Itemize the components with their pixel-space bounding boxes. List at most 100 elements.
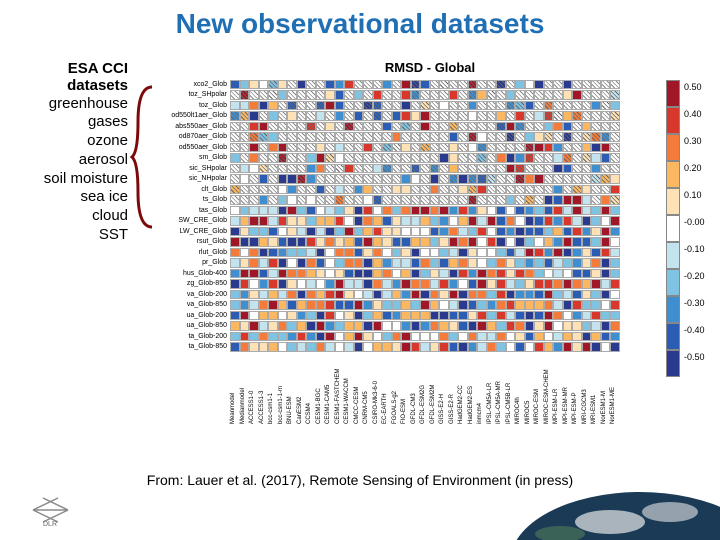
heatmap-cell: [249, 342, 259, 352]
heatmap-cell: [506, 321, 516, 331]
heatmap-cell: [553, 279, 563, 289]
heatmap-cell: [344, 206, 354, 216]
heatmap-cell: [411, 80, 421, 90]
heatmap-cell: [325, 248, 335, 258]
heatmap-cell: [525, 111, 535, 121]
col-label: CESM1-CAM5: [325, 354, 335, 424]
row-label: hus_Glob-400: [165, 270, 230, 277]
heatmap-cell: [287, 321, 297, 331]
row-label: va_Glob-850: [165, 301, 230, 308]
heatmap-cell: [287, 332, 297, 342]
heatmap-cell: [344, 101, 354, 111]
heatmap-cell: [249, 258, 259, 268]
heatmap-cell: [449, 90, 459, 100]
heatmap-cell: [525, 269, 535, 279]
heatmap-cell: [287, 206, 297, 216]
row-label: rlut_Glob: [165, 249, 230, 256]
heatmap-cell: [610, 122, 620, 132]
heatmap-cell: [392, 290, 402, 300]
heatmap-cell: [325, 321, 335, 331]
heatmap-cell: [525, 185, 535, 195]
heatmap-row: abs550aer_Glob: [165, 121, 630, 132]
heatmap-cell: [382, 80, 392, 90]
heatmap-cell: [268, 122, 278, 132]
heatmap-cell: [610, 195, 620, 205]
heatmap-cell: [430, 111, 440, 121]
heatmap-cell: [487, 90, 497, 100]
heatmap-cell: [468, 216, 478, 226]
heatmap-cell: [553, 290, 563, 300]
heatmap-cell: [411, 321, 421, 331]
heatmap-cell: [458, 269, 468, 279]
heatmap-cell: [439, 153, 449, 163]
heatmap-cell: [496, 122, 506, 132]
heatmap-cell: [458, 111, 468, 121]
heatmap-cell: [458, 90, 468, 100]
heatmap-cell: [363, 216, 373, 226]
heatmap-cell: [344, 300, 354, 310]
heatmap-cell: [515, 174, 525, 184]
heatmap-cell: [601, 132, 611, 142]
heatmap-cell: [382, 143, 392, 153]
heatmap-cell: [373, 311, 383, 321]
heatmap-cell: [373, 300, 383, 310]
row-label: od870aer_Glob: [165, 133, 230, 140]
row-label: abs550aer_Glob: [165, 123, 230, 130]
heatmap-cell: [563, 300, 573, 310]
heatmap-cell: [572, 80, 582, 90]
heatmap-cell: [477, 300, 487, 310]
heatmap-cell: [411, 101, 421, 111]
heatmap-cell: [325, 90, 335, 100]
col-label: bcc-csm1-1: [268, 354, 278, 424]
heatmap-cell: [230, 111, 240, 121]
heatmap-cell: [506, 248, 516, 258]
heatmap-cell: [496, 101, 506, 111]
heatmap-cell: [458, 143, 468, 153]
heatmap-cell: [496, 237, 506, 247]
heatmap-cell: [325, 195, 335, 205]
heatmap-cell: [468, 290, 478, 300]
heatmap-cell: [411, 174, 421, 184]
heatmap-cell: [449, 248, 459, 258]
heatmap-cell: [496, 153, 506, 163]
heatmap-cell: [325, 237, 335, 247]
heatmap-cell: [278, 237, 288, 247]
heatmap-cell: [563, 216, 573, 226]
heatmap-cell: [325, 227, 335, 237]
heatmap-cell: [335, 321, 345, 331]
heatmap-cell: [506, 342, 516, 352]
heatmap-cell: [487, 311, 497, 321]
heatmap-cell: [610, 269, 620, 279]
heatmap-cell: [268, 216, 278, 226]
heatmap-cell: [420, 195, 430, 205]
heatmap-cell: [430, 311, 440, 321]
heatmap-cell: [268, 290, 278, 300]
heatmap-cell: [230, 80, 240, 90]
heatmap-cell: [278, 227, 288, 237]
heatmap-cell: [325, 80, 335, 90]
heatmap-cell: [487, 80, 497, 90]
heatmap-cell: [354, 237, 364, 247]
colorbar-tick: -0.20: [684, 263, 705, 290]
heatmap-cell: [515, 111, 525, 121]
heatmap-cell: [411, 258, 421, 268]
heatmap-cell: [306, 174, 316, 184]
heatmap-cell: [582, 195, 592, 205]
heatmap-cell: [430, 237, 440, 247]
heatmap-cell: [468, 195, 478, 205]
heatmap-cell: [430, 321, 440, 331]
heatmap-cell: [430, 279, 440, 289]
heatmap-cell: [344, 269, 354, 279]
heatmap-cell: [468, 237, 478, 247]
heatmap-cell: [496, 132, 506, 142]
row-label: od550aer_Glob: [165, 144, 230, 151]
heatmap-cell: [525, 258, 535, 268]
heatmap-cell: [344, 248, 354, 258]
heatmap-cell: [610, 227, 620, 237]
heatmap-cell: [553, 258, 563, 268]
heatmap-row: toz_Glob: [165, 100, 630, 111]
heatmap-cell: [316, 311, 326, 321]
heatmap-cell: [515, 342, 525, 352]
heatmap-cell: [325, 164, 335, 174]
heatmap-cell: [297, 80, 307, 90]
